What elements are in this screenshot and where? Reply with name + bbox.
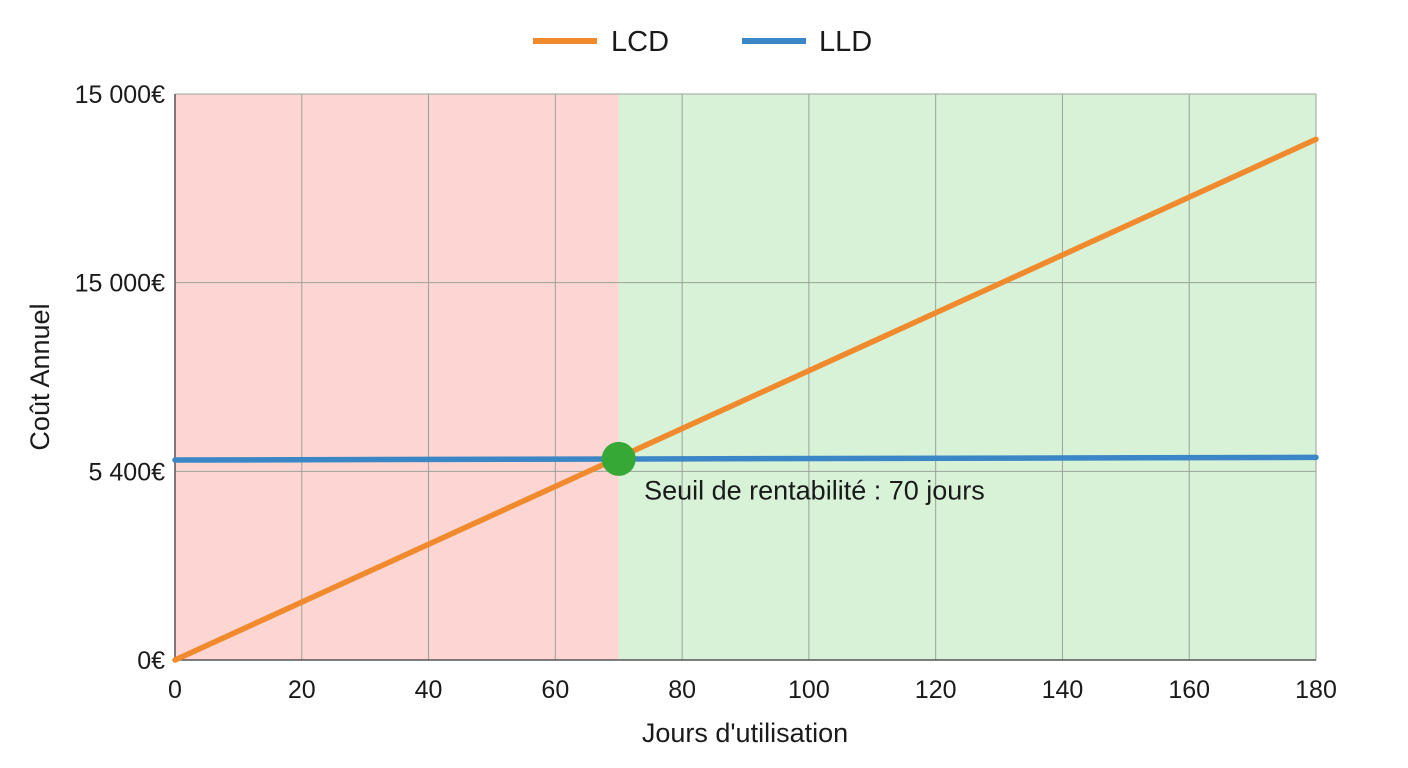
data-series [172, 136, 1319, 663]
x-tick-label: 100 [788, 676, 830, 704]
y-tick-label: 5 400€ [89, 458, 166, 486]
axis-tick-labels: 0 20 40 60 80 100 120 140 160 180 0€ 5 400€ 15 000€ 1… [75, 81, 1337, 704]
legend: LCD LLD [533, 26, 872, 58]
x-tick-label: 140 [1042, 676, 1084, 704]
series-line-lcd [172, 136, 1319, 663]
profitability-regions [175, 94, 1316, 660]
legend-label-lld: LLD [819, 26, 872, 58]
y-tick-label: 15 000€ [75, 81, 165, 109]
break-even-marker-group [601, 441, 636, 476]
x-tick-label: 40 [415, 676, 443, 704]
y-tick-label: 15 000€ [75, 270, 165, 298]
y-tick-label: 0€ [137, 647, 165, 675]
profitable-region [618, 94, 1316, 660]
legend-label-lcd: LCD [611, 26, 669, 58]
x-tick-label: 160 [1168, 676, 1210, 704]
x-tick-label: 180 [1295, 676, 1337, 704]
grid-lines [174, 93, 1317, 661]
y-axis-title: Coût Annuel [25, 303, 55, 450]
break-even-marker [601, 441, 636, 476]
series-line-lld [172, 454, 1319, 463]
break-even-annotation: Seuil de rentabilité : 70 jours [644, 476, 985, 506]
x-axis-title: Jours d'utilisation [642, 718, 848, 748]
x-tick-label: 60 [541, 676, 569, 704]
unprofitable-region [175, 94, 619, 660]
x-tick-label: 20 [288, 676, 316, 704]
x-tick-label: 120 [915, 676, 957, 704]
x-tick-label: 80 [668, 676, 696, 704]
x-tick-label: 0 [168, 676, 182, 704]
